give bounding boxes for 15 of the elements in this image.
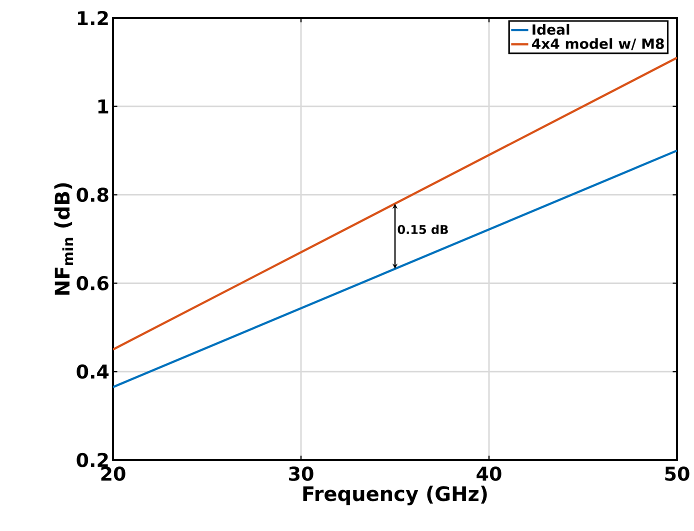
y-tick-label: 0.8: [76, 188, 108, 202]
y-tick-label: 1: [98, 99, 108, 114]
x-tick-label: 20: [101, 466, 126, 481]
y-tick-label: 0.2: [76, 452, 108, 468]
x-tick-label: 50: [665, 466, 690, 481]
y-tick-label: 1.2: [78, 10, 108, 26]
y-axis-title: NF$_{min}$ (dB): [54, 183, 73, 295]
annotation: 0.15 dB: [398, 224, 448, 234]
x-tick-label: 40: [476, 466, 502, 481]
y-tick-label: 0.4: [76, 364, 109, 379]
legend-label: Ideal: [532, 24, 570, 35]
y-tick-label: 0.6: [76, 276, 108, 290]
x-axis-title: Frequency (GHz): [303, 486, 487, 506]
x-tick-label: 30: [289, 466, 314, 481]
legend-label: 4x4 model w/ M8: [532, 38, 664, 50]
